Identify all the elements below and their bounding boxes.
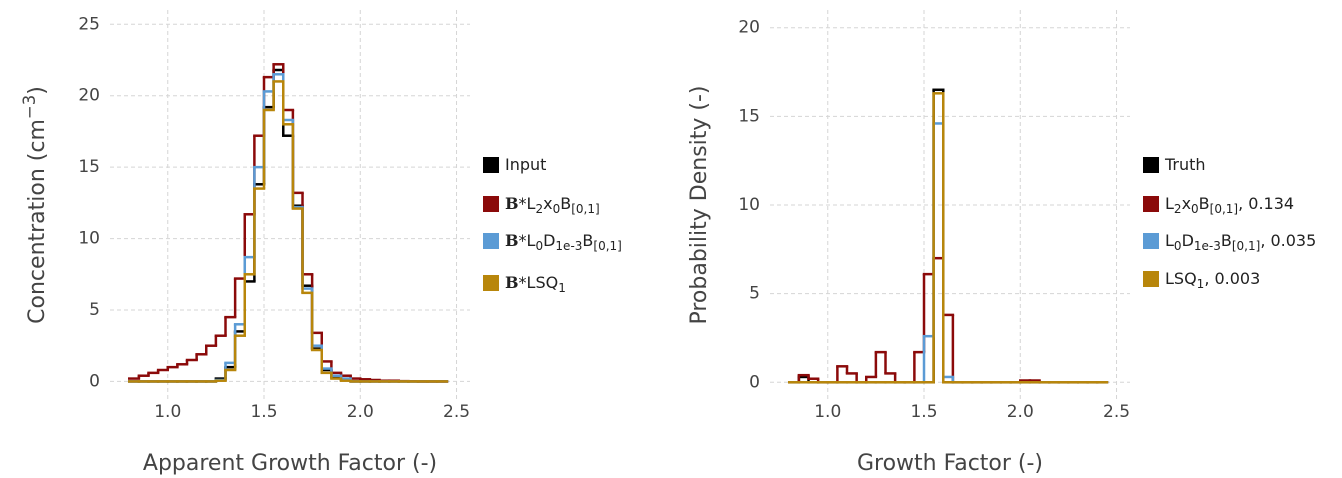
legend-swatch [483, 196, 499, 212]
legend-swatch [1143, 233, 1159, 249]
y-tick-label: 5 [749, 284, 760, 304]
x-tick-label: 1.5 [250, 402, 277, 422]
legend-label: L0D1e-3B[0,1], 0.035 [1165, 231, 1316, 253]
series [788, 256, 1109, 384]
x-tick-label: 1.0 [814, 402, 841, 422]
x-tick-label: 2.0 [1007, 402, 1034, 422]
y-tick-label: 25 [78, 14, 100, 34]
x-tick-label: 1.0 [154, 402, 181, 422]
legend-label: LSQ1, 0.003 [1165, 269, 1260, 291]
legend-label: B*L2x0B[0,1] [505, 194, 600, 216]
legend-label: B*L0D1e-3B[0,1] [505, 231, 622, 253]
y-tick-label: 15 [78, 157, 100, 177]
legend-label: Truth [1164, 155, 1206, 174]
x-tick-label: 2.5 [443, 402, 470, 422]
series [128, 73, 449, 383]
legend-swatch [1143, 157, 1159, 173]
x-axis-label: Apparent Growth Factor (-) [143, 451, 437, 476]
y-tick-label: 10 [78, 229, 100, 249]
y-tick-label: 15 [738, 106, 760, 126]
series [128, 80, 449, 383]
y-axis-label: Concentration (cm−3) [20, 86, 51, 324]
legend-swatch [1143, 271, 1159, 287]
series [788, 122, 1109, 384]
series [788, 92, 1109, 384]
y-tick-label: 5 [89, 300, 100, 320]
legend-swatch [483, 233, 499, 249]
legend-swatch [1143, 196, 1159, 212]
series [128, 68, 449, 383]
y-axis-label: Probability Density (-) [687, 85, 712, 324]
x-tick-label: 2.5 [1103, 402, 1130, 422]
legend-swatch [483, 157, 499, 173]
x-tick-label: 2.0 [347, 402, 374, 422]
y-tick-label: 10 [738, 195, 760, 215]
legend-swatch [483, 275, 499, 291]
x-tick-label: 1.5 [910, 402, 937, 422]
series [128, 63, 449, 383]
y-tick-label: 0 [89, 371, 100, 391]
y-tick-label: 20 [738, 18, 760, 38]
series [788, 88, 1109, 384]
x-axis-label: Growth Factor (-) [857, 451, 1043, 476]
legend-label: B*LSQ1 [505, 273, 566, 295]
y-tick-label: 20 [78, 86, 100, 106]
y-tick-label: 0 [749, 372, 760, 392]
legend-label: Input [505, 155, 546, 174]
legend-label: L2x0B[0,1], 0.134 [1165, 194, 1294, 216]
